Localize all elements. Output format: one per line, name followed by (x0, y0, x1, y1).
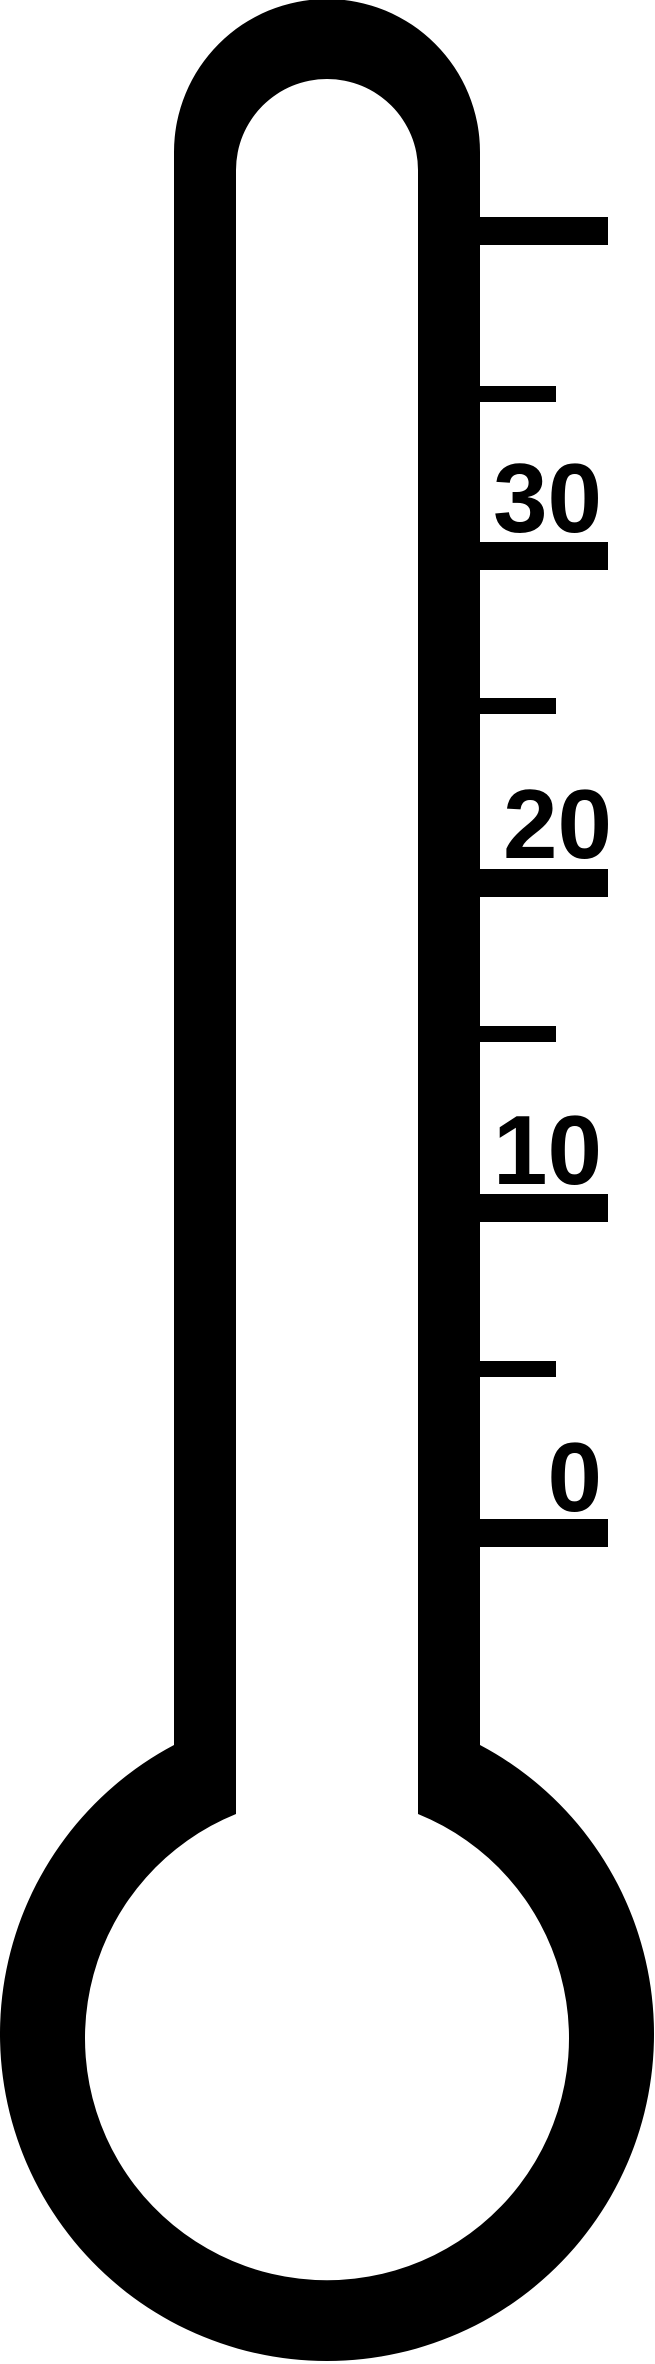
minor-tick (480, 386, 556, 402)
minor-tick (480, 698, 556, 714)
scale-label-20: 20 (503, 769, 612, 879)
minor-tick (480, 1361, 556, 1377)
thermometer-interior (84, 79, 570, 2281)
scale-label-0: 0 (547, 1422, 602, 1532)
scale-label-10: 10 (493, 1095, 602, 1205)
tick-marks (480, 217, 608, 1547)
scale-labels: 30 20 10 0 (493, 443, 612, 1532)
scale-label-30: 30 (493, 443, 602, 553)
major-tick-10 (480, 1194, 608, 1222)
minor-tick (480, 1026, 556, 1042)
major-tick-top (480, 217, 608, 245)
major-tick-30 (480, 542, 608, 570)
major-tick-0 (480, 1519, 608, 1547)
major-tick-20 (480, 869, 608, 897)
